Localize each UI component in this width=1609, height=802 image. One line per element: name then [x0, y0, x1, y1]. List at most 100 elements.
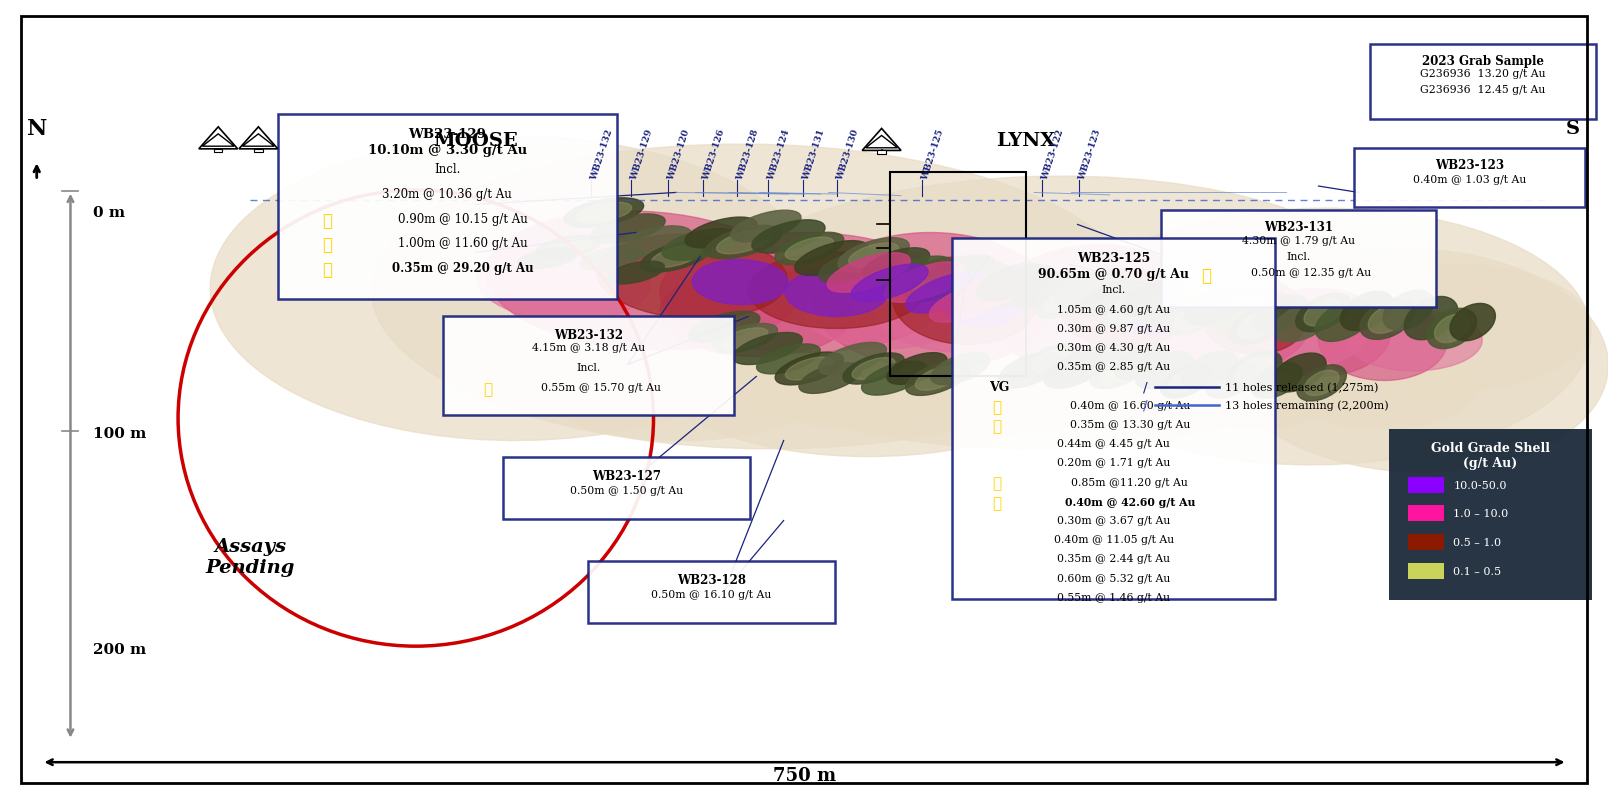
Ellipse shape [1237, 311, 1281, 339]
Ellipse shape [1160, 363, 1213, 399]
Text: 13 holes remaining (2,200m): 13 holes remaining (2,200m) [1226, 399, 1389, 411]
Ellipse shape [999, 353, 1060, 388]
Text: ★: ★ [484, 383, 492, 397]
Ellipse shape [685, 218, 756, 249]
Text: 0.50m @ 1.50 g/t Au: 0.50m @ 1.50 g/t Au [570, 485, 682, 495]
Text: 0.5 – 1.0: 0.5 – 1.0 [1453, 537, 1501, 548]
Ellipse shape [953, 273, 1027, 313]
Ellipse shape [1382, 291, 1434, 330]
Ellipse shape [692, 177, 1398, 449]
Text: 0.35m @ 13.30 g/t Au: 0.35m @ 13.30 g/t Au [1070, 419, 1191, 429]
FancyBboxPatch shape [1353, 148, 1585, 208]
Text: WB23-126: WB23-126 [702, 128, 727, 181]
Ellipse shape [597, 235, 787, 319]
Text: 4.15m @ 3.18 g/t Au: 4.15m @ 3.18 g/t Au [533, 342, 645, 353]
Ellipse shape [1078, 281, 1141, 317]
Ellipse shape [689, 312, 759, 343]
Ellipse shape [1252, 363, 1302, 399]
Ellipse shape [563, 199, 644, 228]
Ellipse shape [853, 358, 895, 380]
Ellipse shape [906, 273, 986, 314]
Ellipse shape [1247, 289, 1390, 377]
FancyBboxPatch shape [1369, 45, 1596, 119]
Ellipse shape [813, 233, 1054, 369]
Ellipse shape [1303, 300, 1342, 326]
Ellipse shape [906, 362, 970, 396]
Ellipse shape [893, 257, 1038, 345]
Ellipse shape [1427, 309, 1477, 349]
FancyBboxPatch shape [1408, 477, 1443, 493]
Ellipse shape [1062, 269, 1191, 349]
Text: 0.35m @ 2.85 g/t Au: 0.35m @ 2.85 g/t Au [1057, 362, 1170, 372]
Ellipse shape [1181, 351, 1237, 390]
Text: WB23-130: WB23-130 [835, 128, 859, 181]
Ellipse shape [1052, 272, 1121, 310]
Ellipse shape [1165, 298, 1224, 335]
Ellipse shape [732, 333, 803, 365]
Text: 0.40m @ 16.60 g/t Au: 0.40m @ 16.60 g/t Au [1070, 400, 1191, 410]
Text: WB23-124: WB23-124 [766, 128, 792, 181]
Ellipse shape [800, 363, 861, 394]
Text: 11 holes released (1,275m): 11 holes released (1,275m) [1226, 383, 1379, 392]
Ellipse shape [1089, 352, 1149, 389]
Ellipse shape [1012, 273, 1080, 309]
Text: Gold Grade Shell
(g/t Au): Gold Grade Shell (g/t Au) [1430, 441, 1549, 469]
Ellipse shape [785, 269, 888, 317]
FancyBboxPatch shape [1408, 563, 1443, 579]
Ellipse shape [661, 229, 739, 261]
Ellipse shape [660, 269, 853, 357]
Ellipse shape [756, 345, 821, 375]
Text: MOOSE: MOOSE [433, 132, 518, 150]
Text: ★: ★ [993, 400, 1002, 414]
FancyBboxPatch shape [278, 115, 616, 299]
Text: WB23-122: WB23-122 [1041, 128, 1065, 181]
Ellipse shape [372, 145, 1141, 449]
Text: 1.0 – 10.0: 1.0 – 10.0 [1453, 508, 1509, 519]
Text: 0.30m @ 9.87 g/t Au: 0.30m @ 9.87 g/t Au [1057, 323, 1170, 334]
Ellipse shape [1099, 358, 1141, 383]
Ellipse shape [705, 226, 782, 260]
Ellipse shape [848, 244, 898, 268]
Ellipse shape [885, 262, 965, 303]
Ellipse shape [1347, 310, 1482, 371]
Ellipse shape [1184, 287, 1247, 326]
Ellipse shape [785, 238, 833, 261]
Text: WB23-129: WB23-129 [409, 128, 486, 140]
Ellipse shape [1368, 305, 1406, 334]
Ellipse shape [1210, 296, 1266, 334]
Text: 0.30m @ 4.30 g/t Au: 0.30m @ 4.30 g/t Au [1057, 342, 1170, 353]
Ellipse shape [1175, 304, 1215, 330]
Text: LYNX: LYNX [996, 132, 1056, 150]
Ellipse shape [1099, 290, 1163, 328]
Text: WB23-131: WB23-131 [1265, 221, 1332, 234]
Ellipse shape [991, 265, 1056, 300]
Ellipse shape [975, 264, 1044, 302]
Ellipse shape [930, 284, 1004, 323]
Bar [890, 173, 1027, 377]
Ellipse shape [1207, 294, 1366, 371]
Text: 0.50m @ 16.10 g/t Au: 0.50m @ 16.10 g/t Au [652, 589, 772, 599]
Text: /: / [1144, 398, 1149, 412]
Ellipse shape [1158, 341, 1350, 429]
Ellipse shape [579, 247, 644, 271]
Ellipse shape [1221, 249, 1609, 472]
Ellipse shape [941, 280, 1022, 327]
Text: G236936  12.45 g/t Au: G236936 12.45 g/t Au [1421, 85, 1546, 95]
Ellipse shape [1123, 290, 1194, 335]
Ellipse shape [1273, 303, 1332, 342]
Ellipse shape [901, 337, 1126, 433]
Ellipse shape [1340, 292, 1393, 331]
Ellipse shape [1109, 296, 1154, 322]
Ellipse shape [1062, 313, 1286, 409]
Ellipse shape [916, 273, 961, 297]
Ellipse shape [880, 257, 953, 293]
Ellipse shape [640, 241, 711, 273]
Text: WB23-123: WB23-123 [1435, 159, 1504, 172]
Ellipse shape [1315, 300, 1372, 342]
Text: 200 m: 200 m [93, 642, 146, 656]
Ellipse shape [1031, 350, 1072, 373]
Ellipse shape [486, 212, 801, 350]
Ellipse shape [785, 358, 833, 380]
Ellipse shape [607, 261, 665, 285]
Text: /: / [1144, 380, 1149, 395]
